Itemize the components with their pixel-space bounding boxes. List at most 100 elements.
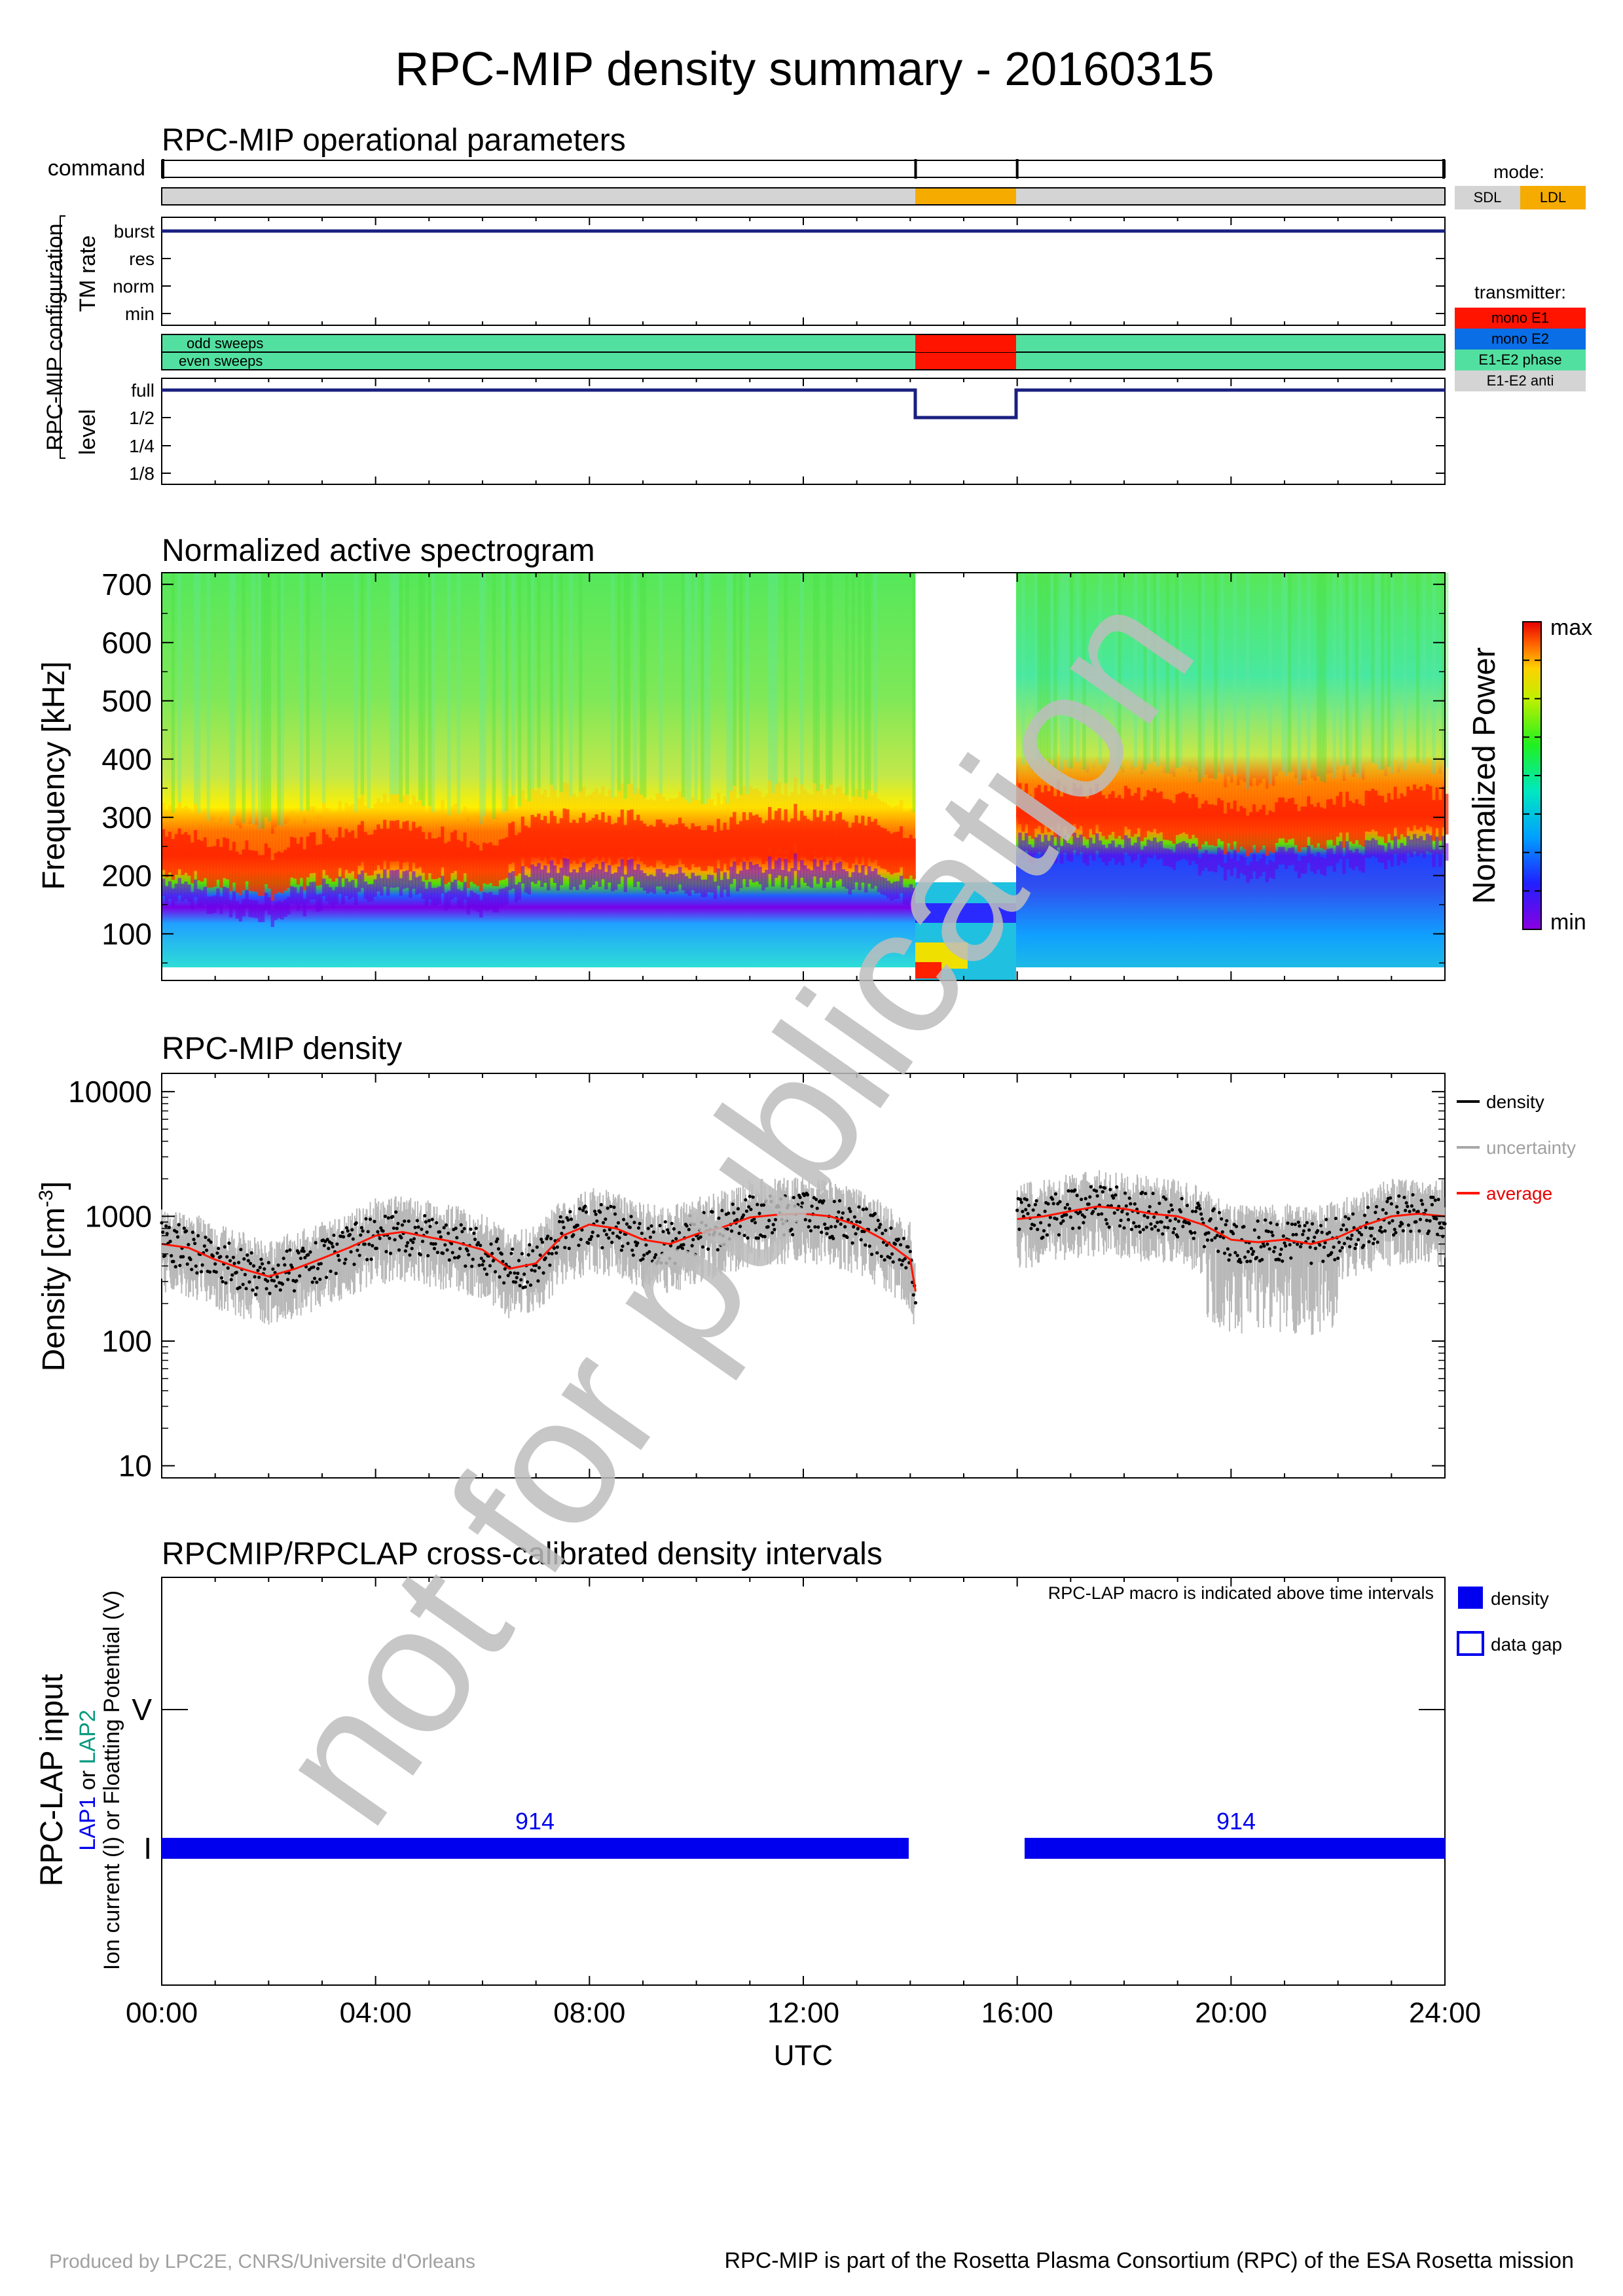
spectral-peak-red	[527, 827, 531, 869]
spectral-peak-red	[790, 818, 794, 859]
density-point	[764, 1199, 768, 1203]
spectral-peak-red	[1374, 790, 1378, 832]
density-point	[736, 1207, 740, 1211]
spectral-peak-red	[248, 850, 252, 891]
spectral-low-purple	[274, 902, 278, 920]
density-point	[1360, 1232, 1364, 1237]
spectral-peak-red	[838, 812, 843, 853]
density-point	[873, 1211, 877, 1215]
spectral-peak-red	[1300, 806, 1304, 848]
spectral-peak-yellow	[1197, 782, 1202, 809]
density-point	[1301, 1232, 1305, 1236]
spectral-low-purple	[1425, 833, 1429, 852]
density-point	[1381, 1208, 1385, 1211]
density-point	[168, 1240, 172, 1244]
spectral-low-purple	[579, 867, 583, 885]
density-point	[1197, 1204, 1201, 1208]
density-point	[1214, 1227, 1218, 1230]
spectral-peak-yellow	[319, 817, 323, 844]
spectral-peak-yellow	[790, 792, 794, 819]
density-point	[1089, 1185, 1093, 1189]
spectral-peak-red	[223, 837, 227, 878]
spectral-peak-red	[405, 821, 409, 862]
spectral-peak-yellow	[710, 799, 714, 826]
density-point	[1082, 1221, 1085, 1225]
density-point	[412, 1237, 416, 1241]
density-point	[1078, 1210, 1082, 1214]
density-point	[483, 1267, 486, 1271]
spectral-low-purple	[354, 888, 358, 905]
spectral-streak	[1133, 573, 1138, 767]
spectral-streak	[267, 573, 272, 822]
spectral-peak-red	[216, 838, 220, 880]
spectral-peak-red	[687, 829, 691, 870]
density-point	[287, 1271, 291, 1275]
spectral-peak-yellow	[812, 783, 817, 810]
spectral-streak	[1098, 573, 1103, 765]
density-point	[522, 1272, 526, 1276]
spectral-low-purple	[774, 860, 778, 878]
spectral-peak-red	[1169, 800, 1173, 841]
spectral-peak-red	[562, 808, 566, 850]
spectral-peak-yellow	[296, 817, 301, 844]
spectral-peak-red	[242, 849, 246, 891]
density-point	[688, 1213, 692, 1218]
spectral-streak	[1339, 573, 1343, 766]
spectral-peak-yellow	[537, 787, 541, 814]
spectral-peak-yellow	[1030, 772, 1035, 798]
spectral-peak-yellow	[1124, 759, 1128, 786]
density-point	[528, 1283, 533, 1287]
density-ylabel-sup: -3	[35, 1190, 57, 1208]
density-point	[340, 1230, 344, 1234]
spectral-low-purple	[1159, 840, 1163, 859]
density-point	[349, 1250, 353, 1254]
spectral-peak-red	[659, 819, 663, 861]
spectral-peak-red	[826, 815, 830, 856]
spectral-peak-red	[858, 823, 862, 865]
spectral-peak-yellow	[505, 811, 509, 838]
density-point	[744, 1198, 748, 1202]
density-point	[881, 1231, 884, 1236]
spectrogram-ylabel: Frequency [kHz]	[37, 661, 71, 889]
density-point	[324, 1276, 329, 1280]
density-point	[589, 1237, 593, 1242]
spectral-low-purple	[1188, 848, 1192, 865]
spectral-peak-yellow	[261, 829, 265, 855]
spectral-peak-yellow	[896, 805, 900, 832]
spectral-low-purple	[620, 859, 625, 877]
spectral-low-purple	[793, 853, 797, 871]
density-point	[854, 1232, 858, 1236]
density-point	[1308, 1245, 1312, 1249]
spectral-low-purple	[194, 879, 198, 897]
lap-frame	[161, 1577, 1446, 1986]
spectral-streak	[1403, 573, 1407, 770]
density-point	[506, 1274, 510, 1278]
spectral-peak-red	[177, 828, 181, 870]
spectral-peak-red	[537, 814, 541, 855]
density-point	[1369, 1234, 1373, 1238]
lap-legend-density: density	[1491, 1588, 1549, 1609]
spectral-low-purple	[569, 872, 573, 890]
density-point	[636, 1241, 640, 1245]
spectral-peak-yellow	[1255, 785, 1260, 812]
spectral-peak-red	[1121, 798, 1125, 840]
spectral-low-purple	[1040, 842, 1044, 860]
spectral-peak-yellow	[517, 806, 522, 833]
spectral-streak	[1287, 573, 1292, 773]
spectral-low-purple	[1072, 833, 1076, 850]
spectral-streak	[1307, 573, 1311, 770]
density-point	[1055, 1217, 1059, 1221]
spectral-peak-red	[742, 812, 746, 853]
spectral-peak-red	[191, 842, 194, 884]
spectral-peak-red	[745, 819, 750, 861]
density-point	[1259, 1245, 1263, 1249]
spectral-peak-red	[386, 829, 390, 870]
density-point	[1296, 1220, 1300, 1225]
spectral-streak	[261, 573, 265, 829]
spectral-peak-red	[569, 823, 573, 864]
spectral-low-purple	[1255, 861, 1260, 879]
spectral-peak-red	[412, 821, 416, 863]
time-axis-labels: 00:00 04:00 08:00 12:00 16:00 20:00 24:00	[126, 1997, 1481, 2029]
spectral-low-purple	[1146, 839, 1150, 857]
spectral-peak-yellow	[1060, 770, 1064, 797]
